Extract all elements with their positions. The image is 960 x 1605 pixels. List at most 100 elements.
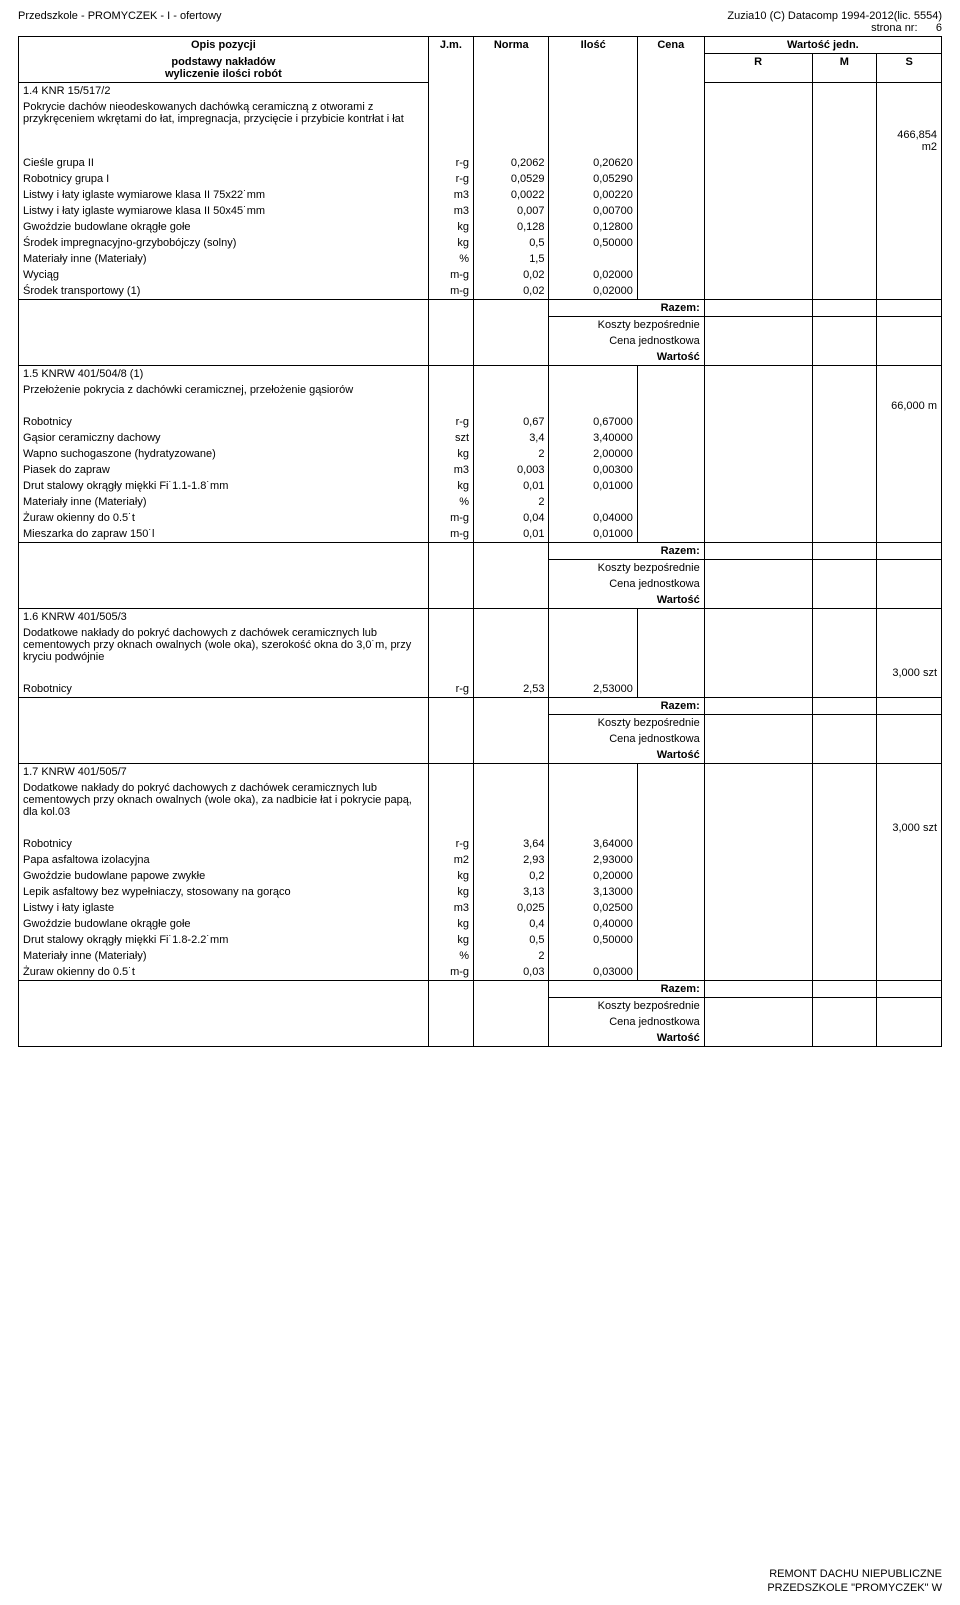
section-title: Pokrycie dachów nieodeskowanych dachówką…	[19, 99, 429, 127]
koszty-row: Koszty bezpośrednie	[19, 316, 942, 333]
page-footer: REMONT DACHU NIEPUBLICZNE PRZEDSZKOLE "P…	[18, 1567, 942, 1596]
razem-label: Razem:	[549, 980, 704, 997]
item-ilosc: 3,64000	[549, 836, 637, 852]
table-row: Wapno suchogaszone (hydratyzowane) kg 2 …	[19, 446, 942, 462]
koszty-label: Koszty bezpośrednie	[549, 316, 704, 333]
cenaj-label: Cena jednostkowa	[549, 333, 704, 349]
cenaj-label: Cena jednostkowa	[549, 731, 704, 747]
item-desc: Robotnicy	[19, 836, 429, 852]
section-code-row: 1.6 KNRW 401/505/3	[19, 608, 942, 625]
wartosc-row: Wartość	[19, 349, 942, 366]
table-row: Drut stalowy okrągły miękki Fi˙1.1-1.8˙m…	[19, 478, 942, 494]
table-row: Piasek do zapraw m3 0,003 0,00300	[19, 462, 942, 478]
item-jm: m-g	[428, 526, 473, 543]
item-jm: m-g	[428, 283, 473, 300]
section-title-row: Przełożenie pokrycia z dachówki ceramicz…	[19, 382, 942, 398]
table-row: Papa asfaltowa izolacyjna m2 2,93 2,9300…	[19, 852, 942, 868]
item-jm: kg	[428, 868, 473, 884]
section-qty-row: 3,000 szt	[19, 820, 942, 836]
section-title-row: Dodatkowe nakłady do pokryć dachowych z …	[19, 780, 942, 820]
table-row: Materiały inne (Materiały) % 2	[19, 494, 942, 510]
table-row: Gwoździe budowlane okrągłe gołe kg 0,128…	[19, 219, 942, 235]
item-desc: Wapno suchogaszone (hydratyzowane)	[19, 446, 429, 462]
item-desc: Papa asfaltowa izolacyjna	[19, 852, 429, 868]
cost-table: Opis pozycji J.m. Norma Ilość Cena Warto…	[18, 36, 942, 1047]
item-norma: 3,4	[474, 430, 549, 446]
hdr-ilosc: Ilość	[549, 37, 637, 83]
item-desc: Żuraw okienny do 0.5˙t	[19, 510, 429, 526]
item-desc: Robotnicy grupa I	[19, 171, 429, 187]
item-desc: Lepik asfaltowy bez wypełniaczy, stosowa…	[19, 884, 429, 900]
item-norma: 0,0022	[474, 187, 549, 203]
item-norma: 0,01	[474, 478, 549, 494]
section-title: Dodatkowe nakłady do pokryć dachowych z …	[19, 780, 429, 820]
section-qty: 66,000 m	[877, 398, 942, 414]
section-code: 1.6 KNRW 401/505/3	[19, 608, 429, 625]
item-norma: 0,007	[474, 203, 549, 219]
wartosc-label: Wartość	[549, 747, 704, 764]
item-jm: r-g	[428, 681, 473, 698]
section-code-row: 1.7 KNRW 401/505/7	[19, 763, 942, 780]
item-desc: Mieszarka do zapraw 150˙l	[19, 526, 429, 543]
item-norma: 0,5	[474, 932, 549, 948]
item-ilosc	[549, 251, 637, 267]
wartosc-label: Wartość	[549, 1030, 704, 1047]
header-left: Przedszkole - PROMYCZEK - I - ofertowy	[18, 10, 222, 34]
item-jm: r-g	[428, 171, 473, 187]
item-jm: kg	[428, 235, 473, 251]
item-ilosc: 2,93000	[549, 852, 637, 868]
item-ilosc: 0,12800	[549, 219, 637, 235]
item-jm: m3	[428, 203, 473, 219]
item-desc: Robotnicy	[19, 414, 429, 430]
item-ilosc: 0,00300	[549, 462, 637, 478]
item-norma: 0,01	[474, 526, 549, 543]
item-jm: kg	[428, 219, 473, 235]
item-ilosc: 0,01000	[549, 526, 637, 543]
item-desc: Gąsior ceramiczny dachowy	[19, 430, 429, 446]
footer-line-1: REMONT DACHU NIEPUBLICZNE	[18, 1567, 942, 1581]
item-norma: 0,03	[474, 964, 549, 981]
item-jm: r-g	[428, 414, 473, 430]
item-ilosc: 0,04000	[549, 510, 637, 526]
section-qty: 466,854 m2	[877, 127, 942, 155]
item-desc: Materiały inne (Materiały)	[19, 251, 429, 267]
item-desc: Środek impregnacyjno-grzybobójczy (solny…	[19, 235, 429, 251]
wartosc-row: Wartość	[19, 1030, 942, 1047]
item-norma: 1,5	[474, 251, 549, 267]
table-row: Robotnicy grupa I r-g 0,0529 0,05290	[19, 171, 942, 187]
cenaj-label: Cena jednostkowa	[549, 576, 704, 592]
cenaj-row: Cena jednostkowa	[19, 1014, 942, 1030]
cenaj-row: Cena jednostkowa	[19, 576, 942, 592]
koszty-label: Koszty bezpośrednie	[549, 559, 704, 576]
item-ilosc: 3,13000	[549, 884, 637, 900]
item-ilosc: 0,20620	[549, 155, 637, 171]
cenaj-label: Cena jednostkowa	[549, 1014, 704, 1030]
item-desc: Materiały inne (Materiały)	[19, 948, 429, 964]
table-row: Żuraw okienny do 0.5˙t m-g 0,04 0,04000	[19, 510, 942, 526]
razem-row: Razem:	[19, 697, 942, 714]
item-norma: 0,128	[474, 219, 549, 235]
item-jm: m-g	[428, 267, 473, 283]
item-ilosc: 2,53000	[549, 681, 637, 698]
hdr-norma: Norma	[474, 37, 549, 83]
table-row: Materiały inne (Materiały) % 2	[19, 948, 942, 964]
item-ilosc: 0,03000	[549, 964, 637, 981]
cenaj-row: Cena jednostkowa	[19, 731, 942, 747]
item-desc: Żuraw okienny do 0.5˙t	[19, 964, 429, 981]
table-row: Listwy i łaty iglaste wymiarowe klasa II…	[19, 203, 942, 219]
item-norma: 0,67	[474, 414, 549, 430]
item-jm: szt	[428, 430, 473, 446]
item-desc: Gwoździe budowlane okrągłe gołe	[19, 219, 429, 235]
item-norma: 0,025	[474, 900, 549, 916]
item-norma: 0,2	[474, 868, 549, 884]
table-row: Środek transportowy (1) m-g 0,02 0,02000	[19, 283, 942, 300]
table-row: Lepik asfaltowy bez wypełniaczy, stosowa…	[19, 884, 942, 900]
item-desc: Gwoździe budowlane papowe zwykłe	[19, 868, 429, 884]
section-qty: 3,000 szt	[877, 665, 942, 681]
item-norma: 2	[474, 446, 549, 462]
item-ilosc: 0,05290	[549, 171, 637, 187]
item-ilosc: 0,02500	[549, 900, 637, 916]
header-right-2: strona nr: 6	[727, 22, 942, 34]
item-ilosc: 3,40000	[549, 430, 637, 446]
hdr-r: R	[704, 54, 812, 83]
